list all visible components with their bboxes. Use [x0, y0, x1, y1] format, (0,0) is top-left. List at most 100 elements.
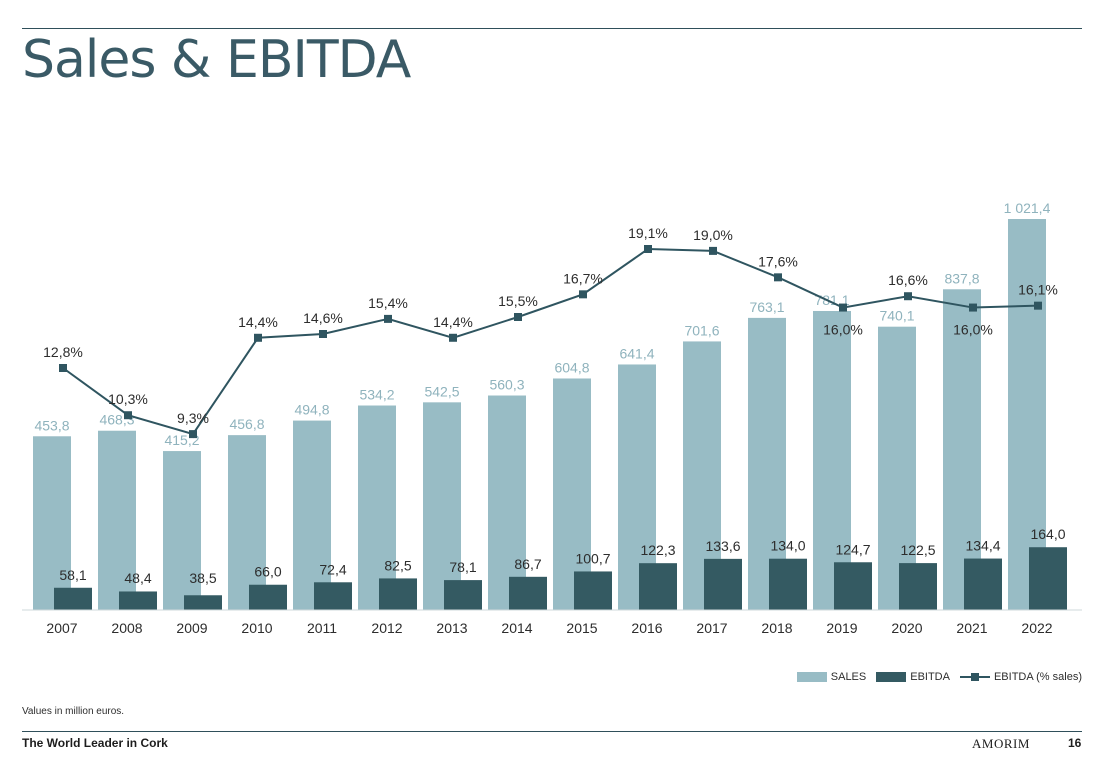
ebitda-pct-label: 16,6%: [888, 272, 928, 288]
values-note: Values in million euros.: [22, 706, 125, 717]
x-tick-label: 2022: [1021, 620, 1052, 636]
sales-value-label: 1 021,4: [1004, 200, 1051, 216]
legend-item-ebitda: EBITDA: [876, 671, 950, 683]
sales-bar: [358, 405, 396, 610]
ebitda-bar: [379, 578, 417, 610]
x-tick-label: 2014: [501, 620, 532, 636]
ebitda-pct-label: 19,0%: [693, 227, 733, 243]
ebitda-bar: [704, 558, 742, 610]
ebitda-pct-marker: [774, 273, 782, 282]
sales-bar: [488, 395, 526, 610]
ebitda-pct-label: 16,0%: [953, 322, 993, 338]
ebitda-pct-marker: [189, 430, 197, 439]
ebitda-value-label: 72,4: [319, 561, 346, 577]
ebitda-bar: [314, 582, 352, 610]
ebitda-pct-marker: [319, 330, 327, 338]
ebitda-pct-label: 19,1%: [628, 225, 668, 241]
ebitda-pct-marker: [579, 290, 587, 299]
ebitda-value-label: 58,1: [59, 567, 86, 583]
legend-label-ebitda: EBITDA: [910, 671, 950, 683]
ebitda-pct-label: 17,6%: [758, 253, 798, 269]
sales-value-label: 604,8: [554, 359, 589, 375]
ebitda-pct-marker: [709, 246, 717, 255]
ebitda-pct-label: 16,1%: [1018, 282, 1058, 298]
ebitda-pct-label: 10,3%: [108, 391, 148, 407]
ebitda-pct-label: 9,3%: [177, 410, 209, 426]
ebitda-bar: [834, 562, 872, 610]
ebitda-pct-label: 12,8%: [43, 344, 83, 360]
ebitda-value-label: 122,3: [640, 542, 675, 558]
legend-label-sales: SALES: [830, 671, 867, 683]
x-tick-label: 2016: [631, 620, 662, 636]
ebitda-value-label: 100,7: [575, 550, 610, 566]
ebitda-value-label: 78,1: [449, 559, 476, 575]
x-tick-label: 2017: [696, 620, 727, 636]
sales-value-label: 456,8: [229, 416, 264, 432]
sales-bar: [1008, 219, 1046, 610]
ebitda-bar: [574, 571, 612, 610]
x-tick-label: 2011: [307, 620, 337, 636]
sales-bar: [293, 420, 331, 610]
ebitda-pct-label: 14,6%: [303, 310, 343, 326]
page-number: 16: [1068, 736, 1082, 750]
legend-item-ebitda-pct: EBITDA (% sales): [959, 671, 1082, 683]
sales-value-label: 494,8: [294, 402, 329, 418]
sales-value-label: 534,2: [359, 387, 394, 403]
sales-value-label: 453,8: [34, 417, 69, 433]
sales-value-label: 740,1: [879, 308, 914, 324]
ebitda-bar: [119, 591, 157, 610]
footer-brand-logo: AMORIM: [972, 736, 1030, 751]
sales-bar: [163, 451, 201, 610]
ebitda-value-label: 38,5: [189, 570, 216, 586]
x-tick-label: 2018: [761, 620, 792, 636]
bottom-rule: [22, 731, 1082, 732]
sales-value-label: 763,1: [749, 299, 784, 315]
ebitda-pct-marker: [514, 313, 522, 321]
ebitda-value-label: 48,4: [124, 570, 151, 586]
sales-bar: [423, 402, 461, 610]
ebitda-pct-label: 16,7%: [563, 270, 603, 286]
ebitda-pct-line: [62, 247, 1039, 436]
legend-swatch-sales: [796, 672, 827, 682]
sales-value-label: 542,5: [424, 383, 459, 399]
ebitda-pct-label: 15,5%: [498, 293, 538, 309]
x-tick-label: 2007: [46, 620, 77, 636]
ebitda-pct-marker: [124, 411, 132, 420]
x-tick-label: 2019: [826, 620, 857, 636]
ebitda-value-label: 133,6: [705, 538, 740, 554]
ebitda-pct-label: 14,4%: [238, 314, 278, 330]
sales-bar: [553, 378, 591, 610]
x-tick-label: 2021: [956, 620, 987, 636]
ebitda-bar: [964, 558, 1002, 610]
ebitda-value-label: 82,5: [384, 557, 411, 573]
ebitda-bar: [639, 563, 677, 610]
sales-value-label: 641,4: [619, 345, 654, 361]
legend-swatch-ebitda-pct: [959, 672, 990, 682]
chart-legend: SALES EBITDA EBITDA (% sales): [787, 671, 1082, 683]
ebitda-pct-marker: [1034, 301, 1042, 310]
ebitda-pct-marker: [254, 333, 262, 342]
ebitda-pct-label: 15,4%: [368, 295, 408, 311]
x-tick-label: 2015: [566, 620, 597, 636]
ebitda-value-label: 86,7: [514, 556, 541, 572]
sales-bar: [98, 430, 136, 610]
sales-bar: [228, 435, 266, 610]
ebitda-pct-marker: [644, 245, 652, 253]
ebitda-value-label: 122,5: [900, 542, 935, 558]
sales-value-label: 837,8: [944, 270, 979, 286]
ebitda-pct-marker: [59, 364, 67, 372]
x-tick-label: 2020: [891, 620, 922, 636]
legend-item-sales: SALES: [796, 671, 867, 683]
ebitda-pct-marker: [449, 333, 457, 342]
ebitda-pct-marker: [969, 303, 977, 312]
ebitda-bar: [184, 595, 222, 610]
sales-bar: [813, 310, 851, 610]
ebitda-bar: [444, 580, 482, 610]
ebitda-value-label: 164,0: [1030, 526, 1065, 542]
ebitda-bar: [769, 558, 807, 610]
x-tick-label: 2008: [111, 620, 142, 636]
x-tick-label: 2009: [176, 620, 207, 636]
ebitda-bar: [54, 587, 92, 610]
ebitda-pct-label: 14,4%: [433, 314, 473, 330]
